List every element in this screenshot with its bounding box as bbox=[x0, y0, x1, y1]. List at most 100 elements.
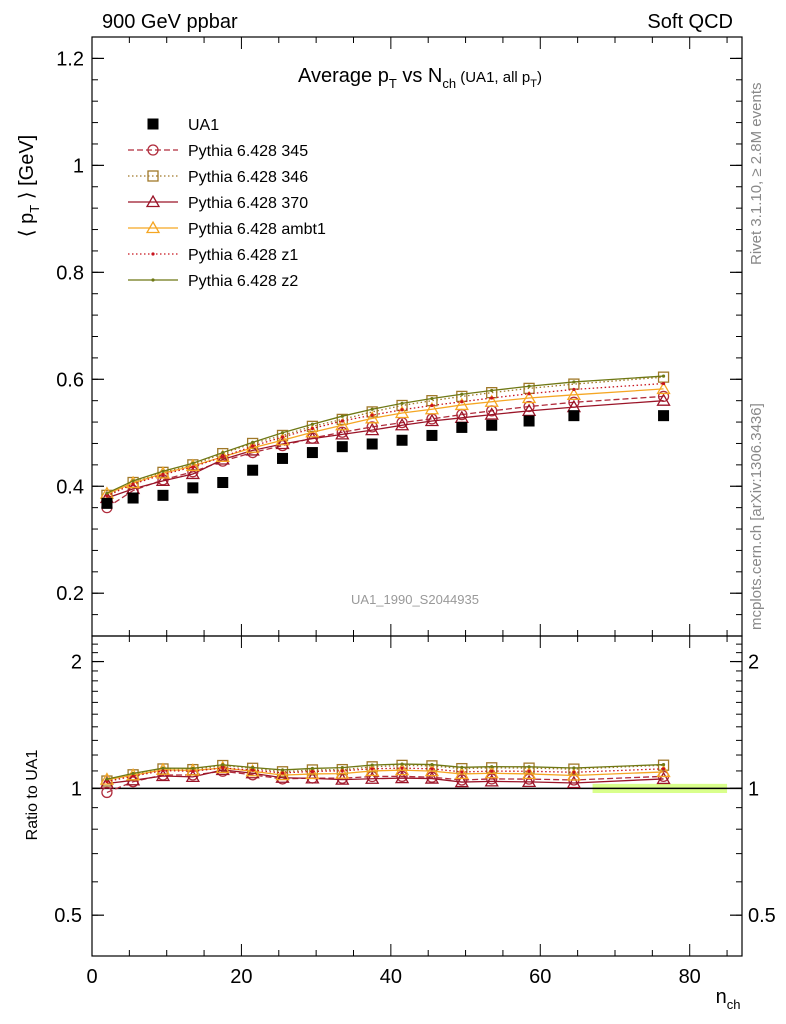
ratio-point bbox=[454, 766, 469, 780]
ratio-point bbox=[335, 766, 350, 779]
ratio-series-pythia-6-428-370 bbox=[99, 762, 671, 789]
source-label: mcplots.cern.ch [arXiv:1306.3436] bbox=[748, 403, 765, 630]
plot-title: Average pT vs Nch (UA1, all pT) bbox=[298, 65, 542, 91]
x-tick-label: 60 bbox=[529, 966, 551, 988]
legend-marker bbox=[151, 252, 155, 256]
data-point bbox=[366, 421, 378, 433]
series-pythia-6-428-346 bbox=[101, 371, 670, 501]
data-point bbox=[365, 411, 380, 424]
data-point bbox=[215, 449, 230, 462]
ratio-point bbox=[572, 766, 576, 770]
legend-marker bbox=[147, 170, 159, 182]
ratio-point bbox=[161, 769, 165, 773]
main-y-tick-label: 1 bbox=[73, 155, 84, 177]
main-y-tick-label: 0.6 bbox=[56, 369, 84, 391]
data-point bbox=[370, 407, 374, 411]
series-line bbox=[106, 382, 664, 497]
data-point bbox=[490, 396, 494, 400]
ratio-y-tick-label-right: 2 bbox=[748, 652, 759, 674]
ratio-point bbox=[527, 765, 531, 769]
data-point bbox=[484, 394, 499, 407]
data-point bbox=[187, 482, 199, 494]
data-point bbox=[430, 396, 434, 401]
data-point bbox=[221, 450, 225, 455]
data-point bbox=[661, 374, 666, 378]
ratio-point bbox=[131, 771, 135, 776]
data-point bbox=[521, 403, 537, 416]
ratio-y-tick-label: 1 bbox=[71, 778, 82, 800]
legend-label: Pythia 6.428 z2 bbox=[188, 273, 298, 290]
data-point bbox=[131, 479, 135, 483]
main-y-tick-label: 0.8 bbox=[56, 262, 84, 284]
ratio-series-line bbox=[106, 767, 664, 781]
analysis-id-watermark: UA1_1990_S2044935 bbox=[351, 592, 479, 607]
ratio-series-pythia-6-428-z2 bbox=[105, 762, 666, 781]
data-point bbox=[394, 405, 410, 419]
series-pythia-6-428-345 bbox=[101, 390, 670, 514]
data-point bbox=[127, 492, 139, 504]
data-point bbox=[101, 497, 113, 509]
data-point bbox=[251, 444, 255, 448]
data-point bbox=[657, 390, 670, 403]
legend-label: Pythia 6.428 ambt1 bbox=[188, 221, 326, 238]
ratio-point bbox=[105, 779, 109, 784]
ratio-point bbox=[161, 766, 165, 770]
data-point bbox=[251, 440, 255, 444]
data-point bbox=[460, 400, 464, 404]
legend-entry: Pythia 6.428 ambt1 bbox=[128, 220, 326, 238]
legend-marker bbox=[147, 118, 159, 130]
legend-marker bbox=[147, 144, 159, 156]
ratio-series-pythia-6-428-z1 bbox=[105, 766, 666, 784]
x-tick-label: 80 bbox=[679, 966, 701, 988]
data-point bbox=[656, 393, 671, 406]
ratio-point bbox=[185, 763, 200, 776]
legend-entry: Pythia 6.428 370 bbox=[128, 194, 308, 212]
data-point bbox=[185, 458, 200, 472]
data-point bbox=[365, 422, 380, 436]
main-y-tick-label: 0.2 bbox=[56, 583, 84, 605]
data-point bbox=[521, 390, 537, 404]
data-point bbox=[400, 408, 404, 412]
legend-label: Pythia 6.428 346 bbox=[188, 169, 308, 186]
data-point bbox=[566, 387, 582, 400]
category-label: Soft QCD bbox=[647, 11, 733, 33]
x-tick-label: 40 bbox=[380, 966, 402, 988]
ratio-series-pythia-6-428-ambt1 bbox=[99, 760, 671, 785]
ratio-point bbox=[568, 763, 580, 775]
data-point bbox=[105, 491, 109, 495]
data-point bbox=[366, 438, 378, 450]
ratio-point bbox=[365, 763, 380, 777]
legend: UA1 Pythia 6.428 345 Pythia 6.428 346 Pythi… bbox=[128, 117, 326, 290]
main-panel: 0.2 0.4 0.6 0.8 1 1.2 bbox=[56, 36, 743, 637]
ratio-point bbox=[527, 769, 531, 773]
ratio-point bbox=[430, 762, 434, 767]
ratio-point bbox=[215, 762, 230, 776]
legend-marker bbox=[145, 194, 161, 208]
ratio-point bbox=[280, 771, 285, 775]
legend-marker bbox=[151, 278, 155, 282]
ratio-point bbox=[430, 767, 434, 771]
ratio-point bbox=[99, 776, 115, 789]
legend-label: Pythia 6.428 345 bbox=[188, 143, 308, 160]
main-y-tick-label: 1.2 bbox=[56, 48, 84, 70]
ratio-point bbox=[484, 774, 499, 787]
data-point bbox=[191, 461, 195, 465]
data-point bbox=[568, 410, 580, 422]
ratio-point bbox=[484, 765, 499, 779]
legend-label: Pythia 6.428 z1 bbox=[188, 247, 298, 264]
data-point bbox=[394, 417, 410, 431]
rivet-version-label: Rivet 3.1.10, ≥ 2.8M events bbox=[748, 83, 765, 266]
data-point bbox=[221, 455, 225, 459]
ratio-point bbox=[306, 764, 319, 776]
data-point bbox=[277, 452, 289, 464]
ratio-series-line bbox=[106, 769, 664, 785]
ratio-point bbox=[460, 770, 464, 774]
data-point bbox=[275, 432, 290, 446]
ratio-point bbox=[221, 766, 225, 770]
data-point bbox=[306, 447, 318, 459]
data-point bbox=[215, 452, 230, 465]
data-point bbox=[572, 387, 576, 392]
legend-label: UA1 bbox=[188, 117, 219, 134]
main-y-axis-label: ⟨ pT ⟩ [GeV] bbox=[16, 135, 42, 238]
